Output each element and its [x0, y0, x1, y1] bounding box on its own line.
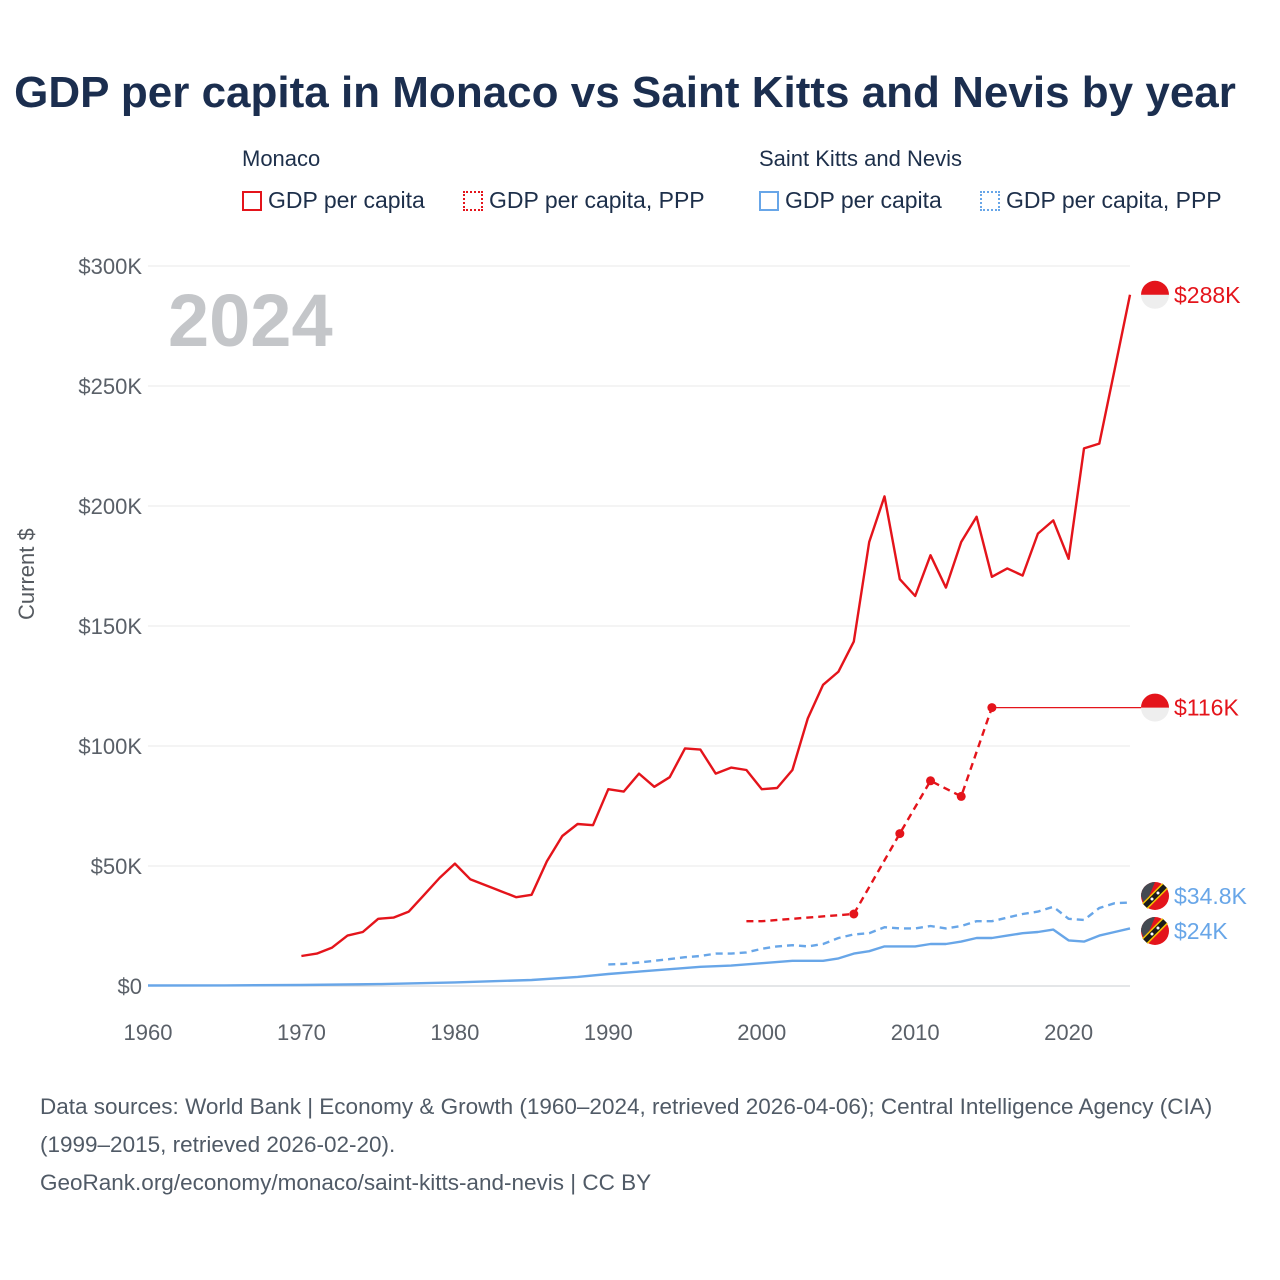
legend-label: GDP per capita [268, 187, 425, 213]
flag-saint-kitts-part [1141, 917, 1155, 941]
legend-swatch-dotted [980, 191, 1000, 211]
source-link[interactable]: GeoRank.org/economy/monaco/saint-kitts-a… [40, 1170, 652, 1195]
legend-item-monaco-gdp-ppp[interactable]: GDP per capita, PPP [463, 187, 705, 214]
flag-saint-kitts-star [1150, 897, 1154, 901]
legend-item-skn-gdp[interactable]: GDP per capita [759, 187, 942, 214]
legend-group-saint-kitts: Saint Kitts and Nevis [759, 146, 962, 171]
y-tick-label: $100K [78, 734, 142, 759]
y-tick-label: $150K [78, 614, 142, 639]
end-value-label: $116K [1174, 695, 1239, 721]
y-tick-label: $300K [78, 254, 142, 279]
y-tick-label: $50K [91, 854, 143, 879]
flag-saint-kitts-star [1156, 926, 1160, 930]
data-point [956, 791, 966, 801]
x-tick-label: 2000 [737, 1020, 786, 1045]
data-point [895, 829, 905, 839]
data-sources: Data sources: World Bank | Economy & Gro… [40, 1094, 1213, 1157]
series-line [746, 707, 994, 923]
x-tick-label: 1970 [277, 1020, 326, 1045]
flag-saint-kitts-part [1141, 882, 1155, 906]
footer: Data sources: World Bank | Economy & Gro… [40, 1088, 1250, 1202]
flag-saint-kitts-star [1150, 932, 1154, 936]
legend-swatch-dotted [463, 191, 483, 211]
x-tick-label: 1980 [430, 1020, 479, 1045]
end-value-label: $24K [1174, 918, 1228, 944]
y-tick-label: $0 [118, 974, 142, 999]
flag-saint-kitts-band-inner [1143, 884, 1167, 908]
x-tick-label: 1990 [584, 1020, 633, 1045]
y-tick-label: $200K [78, 494, 142, 519]
series-line [608, 901, 1131, 966]
legend-item-monaco-gdp[interactable]: GDP per capita [242, 187, 425, 214]
y-tick-label: $250K [78, 374, 142, 399]
series-line [301, 294, 1132, 958]
end-value-label: $288K [1174, 282, 1241, 308]
data-point [926, 776, 936, 786]
legend-label: GDP per capita, PPP [1006, 187, 1222, 213]
legend-item-skn-gdp-ppp[interactable]: GDP per capita, PPP [980, 187, 1222, 214]
legend-swatch-solid [242, 191, 262, 211]
legend-label: GDP per capita [785, 187, 942, 213]
flag-monaco-top [1141, 280, 1169, 295]
x-tick-label: 1960 [124, 1020, 173, 1045]
x-tick-label: 2020 [1044, 1020, 1093, 1045]
chart-title: GDP per capita in Monaco vs Saint Kitts … [14, 68, 1236, 117]
data-point [849, 909, 859, 919]
x-tick-label: 2010 [891, 1020, 940, 1045]
y-axis-label: Current $ [14, 528, 39, 620]
legend-swatch-solid [759, 191, 779, 211]
line-chart: $0 $50K $100K $150K $200K $250K $300K 1960 1970 1… [78, 254, 1248, 1045]
flag-monaco-top [1141, 693, 1169, 708]
flag-saint-kitts-star [1156, 891, 1160, 895]
legend-label: GDP per capita, PPP [489, 187, 705, 213]
data-point [987, 703, 997, 713]
legend-group-monaco: Monaco [242, 146, 321, 171]
flag-saint-kitts-band-inner [1143, 919, 1167, 943]
end-value-label: $34.8K [1174, 883, 1248, 909]
year-label: 2024 [168, 279, 333, 362]
series-line [147, 927, 1131, 987]
